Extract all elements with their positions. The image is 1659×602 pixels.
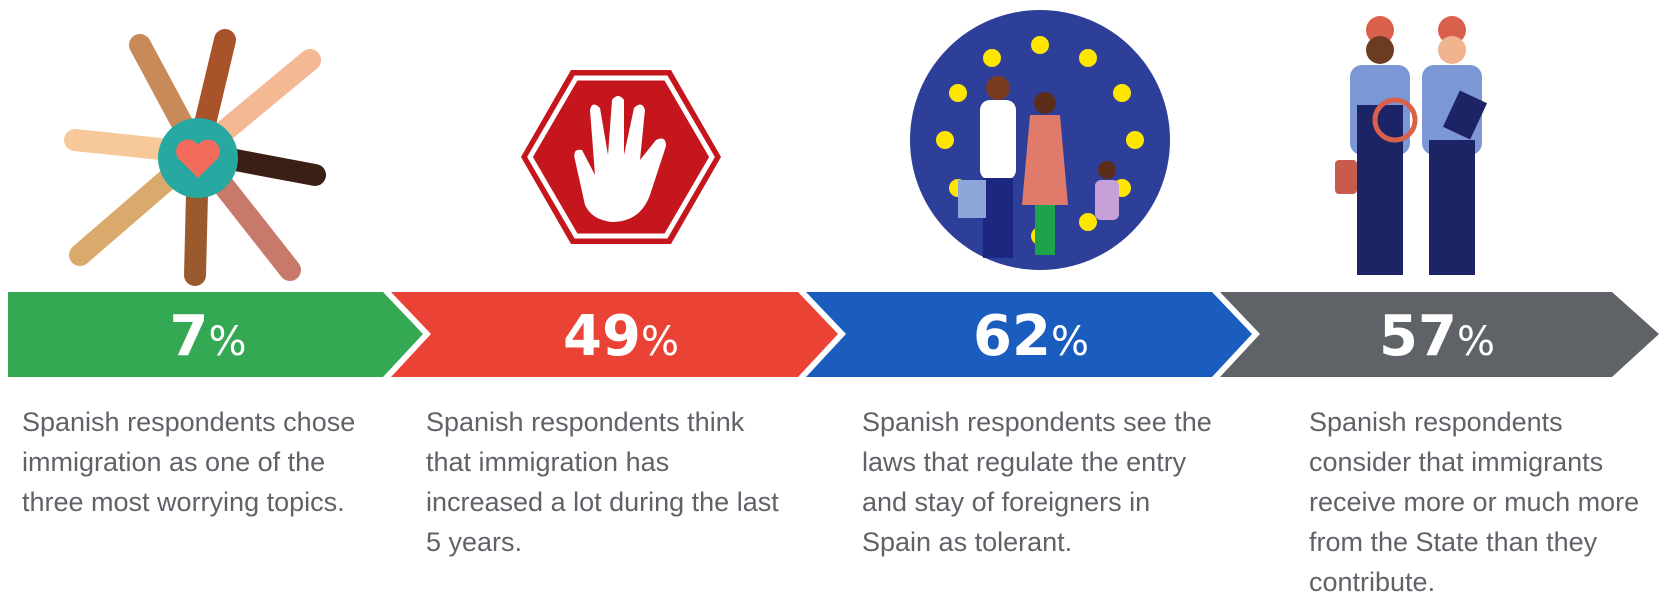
- description-line: 5 years.: [426, 522, 779, 562]
- stat-unit: %: [1051, 319, 1089, 365]
- stop-icon: [521, 70, 721, 244]
- description-line: Spanish respondents chose: [22, 402, 355, 442]
- stat-number: 49: [563, 304, 641, 369]
- infographic: 7%49%62%57% Spanish respondents choseimm…: [0, 0, 1659, 594]
- description-line: Spanish respondents: [1309, 402, 1639, 442]
- description-line: consider that immigrants: [1309, 442, 1639, 482]
- description-line: contribute.: [1309, 562, 1639, 602]
- description-line: from the State than they: [1309, 522, 1639, 562]
- stat-number: 62: [973, 304, 1051, 369]
- stat-unit: %: [1457, 319, 1495, 365]
- stat-unit: %: [641, 319, 679, 365]
- hands-icon: [75, 40, 315, 275]
- description-line: receive more or much more: [1309, 482, 1639, 522]
- description-line: immigration as one of the: [22, 442, 355, 482]
- stat-unit: %: [208, 319, 246, 365]
- description-line: Spanish respondents think: [426, 402, 779, 442]
- description-line: laws that regulate the entry: [862, 442, 1212, 482]
- workers-icon: [1335, 16, 1487, 275]
- stat-number: 57: [1379, 304, 1457, 369]
- description-line: increased a lot during the last: [426, 482, 779, 522]
- eu-icon: [910, 10, 1170, 270]
- description-line: three most worrying topics.: [22, 482, 355, 522]
- description-line: and stay of foreigners in: [862, 482, 1212, 522]
- description-line: Spain as tolerant.: [862, 522, 1212, 562]
- description-line: that immigration has: [426, 442, 779, 482]
- description-line: Spanish respondents see the: [862, 402, 1212, 442]
- stat-number: 7: [170, 304, 209, 369]
